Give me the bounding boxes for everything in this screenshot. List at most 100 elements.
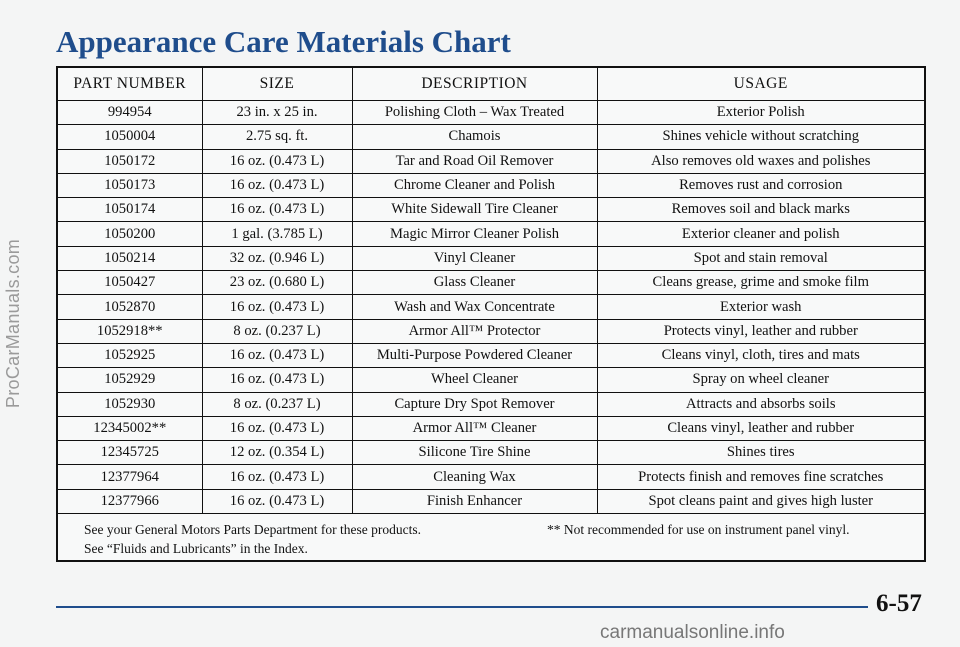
usage-cell: Also removes old waxes and polishes [597, 149, 924, 174]
usage-cell: Protects vinyl, leather and rubber [597, 319, 924, 344]
size-cell: 32 oz. (0.946 L) [202, 246, 353, 272]
part-number-cell: 1052930 [58, 392, 203, 417]
table-row: 1052925 16 oz. (0.473 L) Multi-Purpose Pow… [58, 343, 924, 369]
description-cell: Vinyl Cleaner [352, 246, 598, 272]
description-cell: Chamois [352, 124, 598, 150]
note-see-index: See “Fluids and Lubricants” in the Index… [84, 541, 308, 557]
usage-cell: Shines tires [597, 440, 924, 466]
table-row: 1050214 32 oz. (0.946 L) Vinyl Cleaner Spot… [58, 246, 924, 272]
description-cell: Wash and Wax Concentrate [352, 294, 598, 320]
size-cell: 8 oz. (0.237 L) [202, 319, 353, 344]
table-row: 12345725 12 oz. (0.354 L) Silicone Tire Sh… [58, 440, 924, 466]
description-cell: Armor All™ Protector [352, 319, 598, 344]
size-cell: 16 oz. (0.473 L) [202, 197, 353, 223]
table-row: 1050173 16 oz. (0.473 L) Chrome Cleaner an… [58, 173, 924, 199]
description-cell: Glass Cleaner [352, 270, 598, 296]
part-number-cell: 1052870 [58, 294, 203, 320]
usage-cell: Cleans grease, grime and smoke film [597, 270, 924, 296]
part-number-cell: 994954 [58, 100, 203, 126]
usage-cell: Protects finish and removes fine scratch… [597, 464, 924, 490]
table-row: 1050200 1 gal. (3.785 L) Magic Mirror Clea… [58, 221, 924, 247]
size-cell: 16 oz. (0.473 L) [202, 149, 353, 174]
page-number: 6-57 [876, 590, 922, 617]
usage-cell: Spray on wheel cleaner [597, 367, 924, 393]
part-number-cell: 1050172 [58, 149, 203, 174]
description-cell: Chrome Cleaner and Polish [352, 173, 598, 199]
table-row: 994954 23 in. x 25 in. Polishing Cloth – W… [58, 100, 924, 126]
part-number-cell: 1050174 [58, 197, 203, 223]
description-cell: Armor All™ Cleaner [352, 416, 598, 442]
usage-cell: Exterior cleaner and polish [597, 221, 924, 247]
part-number-cell: 1050427 [58, 270, 203, 296]
bottom-watermark: carmanualsonline.info [600, 622, 785, 643]
table-row: 1050427 23 oz. (0.680 L) Glass Cleaner Clea… [58, 270, 924, 296]
table-row: 12377964 16 oz. (0.473 L) Cleaning Wax Prot… [58, 464, 924, 490]
size-cell: 12 oz. (0.354 L) [202, 440, 353, 466]
size-cell: 1 gal. (3.785 L) [202, 221, 353, 247]
materials-chart: PART NUMBER SIZE DESCRIPTION USAGE 99495… [56, 66, 926, 562]
size-cell: 16 oz. (0.473 L) [202, 294, 353, 320]
size-cell: 16 oz. (0.473 L) [202, 367, 353, 393]
part-number-cell: 12377964 [58, 464, 203, 490]
part-number-cell: 1052918** [58, 319, 203, 344]
size-cell: 23 oz. (0.680 L) [202, 270, 353, 296]
usage-cell: Removes soil and black marks [597, 197, 924, 223]
part-number-cell: 1052925 [58, 343, 203, 369]
description-cell: Multi-Purpose Powdered Cleaner [352, 343, 598, 369]
usage-cell: Spot and stain removal [597, 246, 924, 272]
usage-cell: Exterior wash [597, 294, 924, 320]
table-row: 1050004 2.75 sq. ft. Chamois Shines vehicle… [58, 124, 924, 150]
usage-cell: Attracts and absorbs soils [597, 392, 924, 417]
table-row: 1052929 16 oz. (0.473 L) Wheel Cleaner Spra… [58, 367, 924, 393]
usage-cell: Shines vehicle without scratching [597, 124, 924, 150]
part-number-cell: 1050214 [58, 246, 203, 272]
size-cell: 16 oz. (0.473 L) [202, 343, 353, 369]
table-row: 1050172 16 oz. (0.473 L) Tar and Road Oil … [58, 149, 924, 174]
page-title: Appearance Care Materials Chart [56, 24, 511, 59]
table-row: 12345002** 16 oz. (0.473 L) Armor All™ Cle… [58, 416, 924, 442]
side-watermark-text: ProCarManuals.com [3, 238, 24, 409]
description-cell: White Sidewall Tire Cleaner [352, 197, 598, 223]
table-row: 1052870 16 oz. (0.473 L) Wash and Wax Conc… [58, 294, 924, 320]
header-usage: USAGE [597, 68, 924, 101]
usage-cell: Spot cleans paint and gives high luster [597, 489, 924, 515]
header-part-number: PART NUMBER [58, 68, 203, 101]
usage-cell: Cleans vinyl, cloth, tires and mats [597, 343, 924, 369]
part-number-cell: 1050173 [58, 173, 203, 199]
table-row: 1050174 16 oz. (0.473 L) White Sidewall Ti… [58, 197, 924, 223]
table-row: 12377966 16 oz. (0.473 L) Finish Enhancer S… [58, 489, 924, 515]
side-watermark: ProCarManuals.com [0, 0, 28, 647]
size-cell: 2.75 sq. ft. [202, 124, 353, 150]
table-header-row: PART NUMBER SIZE DESCRIPTION USAGE [58, 68, 924, 101]
table-row: 1052930 8 oz. (0.237 L) Capture Dry Spot R… [58, 392, 924, 417]
note-not-recommended: ** Not recommended for use on instrument… [547, 522, 850, 538]
footer-rule [56, 606, 868, 608]
table-row: 1052918** 8 oz. (0.237 L) Armor All™ Prote… [58, 319, 924, 344]
note-parts-department: See your General Motors Parts Department… [84, 522, 422, 538]
chart-notes: See your General Motors Parts Department… [58, 514, 924, 558]
part-number-cell: 12345725 [58, 440, 203, 466]
description-cell: Magic Mirror Cleaner Polish [352, 221, 598, 247]
description-cell: Silicone Tire Shine [352, 440, 598, 466]
part-number-cell: 1050200 [58, 221, 203, 247]
size-cell: 8 oz. (0.237 L) [202, 392, 353, 417]
description-cell: Polishing Cloth – Wax Treated [352, 100, 598, 126]
part-number-cell: 12377966 [58, 489, 203, 515]
usage-cell: Removes rust and corrosion [597, 173, 924, 199]
usage-cell: Cleans vinyl, leather and rubber [597, 416, 924, 442]
materials-table: PART NUMBER SIZE DESCRIPTION USAGE 99495… [58, 68, 924, 515]
size-cell: 16 oz. (0.473 L) [202, 173, 353, 199]
header-size: SIZE [202, 68, 353, 101]
size-cell: 23 in. x 25 in. [202, 100, 353, 126]
usage-cell: Exterior Polish [597, 100, 924, 126]
size-cell: 16 oz. (0.473 L) [202, 489, 353, 515]
part-number-cell: 1052929 [58, 367, 203, 393]
part-number-cell: 12345002** [58, 416, 203, 442]
description-cell: Tar and Road Oil Remover [352, 149, 598, 174]
description-cell: Wheel Cleaner [352, 367, 598, 393]
description-cell: Capture Dry Spot Remover [352, 392, 598, 417]
part-number-cell: 1050004 [58, 124, 203, 150]
size-cell: 16 oz. (0.473 L) [202, 464, 353, 490]
description-cell: Finish Enhancer [352, 489, 598, 515]
size-cell: 16 oz. (0.473 L) [202, 416, 353, 442]
